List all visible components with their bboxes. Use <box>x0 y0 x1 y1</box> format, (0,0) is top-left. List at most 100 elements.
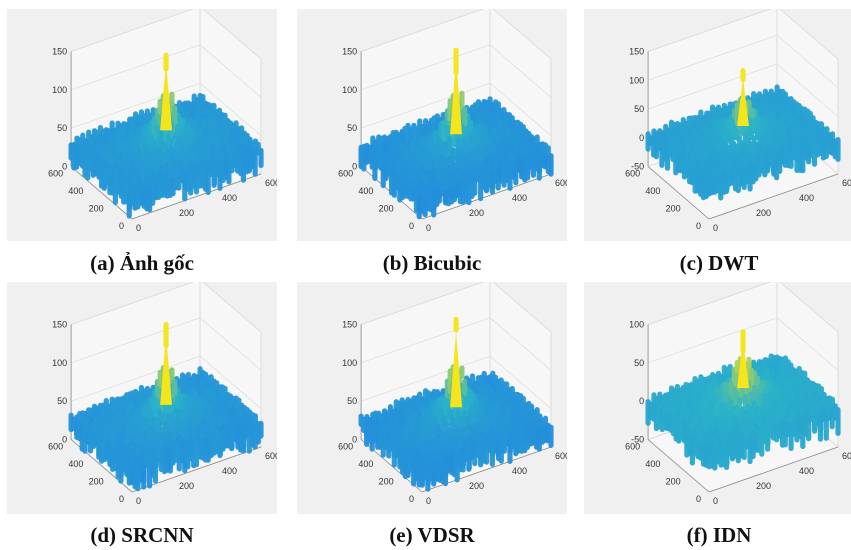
z-tick-label: 0 <box>62 162 67 172</box>
surface-peak <box>450 59 463 135</box>
y-tick-label: 200 <box>666 204 681 214</box>
figure-caption: (f) IDN <box>686 523 752 547</box>
x-tick-label: 200 <box>756 208 771 218</box>
x-tick-label: 600 <box>265 451 277 461</box>
y-tick-label: 400 <box>645 459 660 469</box>
x-tick-label: 0 <box>136 496 141 506</box>
surface-peak <box>160 335 173 405</box>
z-tick-label: 50 <box>634 104 644 114</box>
figure-caption: (c) DWT <box>679 251 759 275</box>
surface-peak <box>160 62 173 131</box>
surface-mesh <box>645 329 841 471</box>
x-tick-label: 0 <box>426 496 431 506</box>
z-tick-label: 0 <box>62 435 67 445</box>
surface-plot: 05010015002004006000200400600 <box>48 282 277 506</box>
figure-caption: (e) VDSR <box>389 523 475 547</box>
z-tick-label: 100 <box>52 85 67 95</box>
y-tick-label: 600 <box>625 169 640 179</box>
z-tick-label: 0 <box>352 435 357 445</box>
surface-plot: 05010015002004006000200400600 <box>338 9 567 233</box>
y-tick-label: 0 <box>409 494 414 504</box>
x-tick-label: 200 <box>469 208 484 218</box>
y-tick-label: 400 <box>645 186 660 196</box>
z-tick-label: 0 <box>352 162 357 172</box>
x-tick-label: 200 <box>179 481 194 491</box>
surface-plot: -50 0 50 100 0 200 400 600 0 200 400 600 <box>625 282 851 506</box>
y-tick-label: 0 <box>409 221 414 231</box>
x-tick-label: 400 <box>512 193 527 203</box>
x-tick-label: 0 <box>426 223 431 233</box>
y-tick-label: 600 <box>338 169 353 179</box>
z-tick-label: 50 <box>347 123 357 133</box>
z-tick-label: 50 <box>57 396 67 406</box>
x-tick-label: 400 <box>222 466 237 476</box>
x-tick-label: 400 <box>222 193 237 203</box>
x-tick-label: 200 <box>469 481 484 491</box>
z-tick-label: 150 <box>342 320 357 330</box>
y-tick-label: 200 <box>379 204 394 214</box>
x-tick-label: 600 <box>842 451 851 461</box>
y-tick-label: 200 <box>89 477 104 487</box>
x-tick-label: 200 <box>179 208 194 218</box>
z-tick-label: 150 <box>342 47 357 57</box>
x-tick-label: 200 <box>756 481 771 491</box>
y-tick-label: 600 <box>48 169 63 179</box>
y-tick-label: 600 <box>625 442 640 452</box>
x-tick-label: 600 <box>555 451 567 461</box>
y-tick-label: 600 <box>48 442 63 452</box>
z-tick-label: 100 <box>629 75 644 85</box>
y-tick-label: 400 <box>358 186 373 196</box>
y-tick-label: 0 <box>119 494 124 504</box>
figure-caption: (d) SRCNN <box>90 523 194 547</box>
y-tick-label: 400 <box>358 459 373 469</box>
surface-mesh <box>358 47 554 220</box>
surface-peak <box>450 332 463 408</box>
z-tick-label: 50 <box>347 396 357 406</box>
x-tick-label: 600 <box>265 178 277 188</box>
x-tick-label: 0 <box>713 223 718 233</box>
figure-caption: (a) Ảnh gốc <box>90 251 194 275</box>
z-tick-label: 100 <box>629 320 644 330</box>
surface-plot-panel: -50 0 50 100 0 200 400 600 0 200 400 600 <box>584 282 851 514</box>
surface-plot-panel: 05010015002004006000200400600 <box>297 282 567 514</box>
z-tick-label: 50 <box>634 358 644 368</box>
figure-caption: (b) Bicubic <box>382 251 482 275</box>
y-tick-label: 200 <box>666 477 681 487</box>
z-tick-label: 150 <box>52 47 67 57</box>
y-tick-label: 200 <box>379 477 394 487</box>
y-tick-label: 400 <box>68 459 83 469</box>
z-tick-label: -50 <box>631 162 644 172</box>
y-tick-label: 600 <box>338 442 353 452</box>
z-tick-label: 100 <box>342 85 357 95</box>
z-tick-label: 100 <box>52 358 67 368</box>
y-tick-label: 400 <box>68 186 83 196</box>
surface-plot-panel: 05010015002004006000200400600 <box>7 9 277 241</box>
surface-plot-panel: 05010015002004006000200400600 <box>297 9 567 241</box>
surface-peak <box>737 78 750 126</box>
surface-plot: 05010015002004006000200400600 <box>48 9 277 233</box>
x-tick-label: 0 <box>136 223 141 233</box>
y-tick-label: 0 <box>696 494 701 504</box>
x-tick-label: 0 <box>713 496 718 506</box>
z-tick-label: 0 <box>639 396 644 406</box>
surface-mesh <box>358 316 554 492</box>
surface-peak <box>737 339 750 389</box>
x-tick-label: 600 <box>555 178 567 188</box>
z-tick-label: 50 <box>57 123 67 133</box>
x-tick-label: 400 <box>799 466 814 476</box>
x-tick-label: 600 <box>842 178 851 188</box>
z-tick-label: 150 <box>629 47 644 57</box>
y-tick-label: 200 <box>89 204 104 214</box>
surface-plot-panel: 05010015002004006000200400600 <box>7 282 277 514</box>
surface-plot: -50 0 50 100 150 0 200 400 600 0 200 400 600 <box>625 9 851 233</box>
x-tick-label: 400 <box>799 193 814 203</box>
surface-plot: 05010015002004006000200400600 <box>338 282 567 506</box>
z-tick-label: 100 <box>342 358 357 368</box>
z-tick-label: -50 <box>631 435 644 445</box>
z-tick-label: 150 <box>52 320 67 330</box>
surface-plot-panel: -50 0 50 100 150 0 200 400 600 0 200 400 600 <box>584 9 851 241</box>
surface-mesh <box>645 67 841 201</box>
y-tick-label: 0 <box>696 221 701 231</box>
z-tick-label: 0 <box>639 133 644 143</box>
x-tick-label: 400 <box>512 466 527 476</box>
